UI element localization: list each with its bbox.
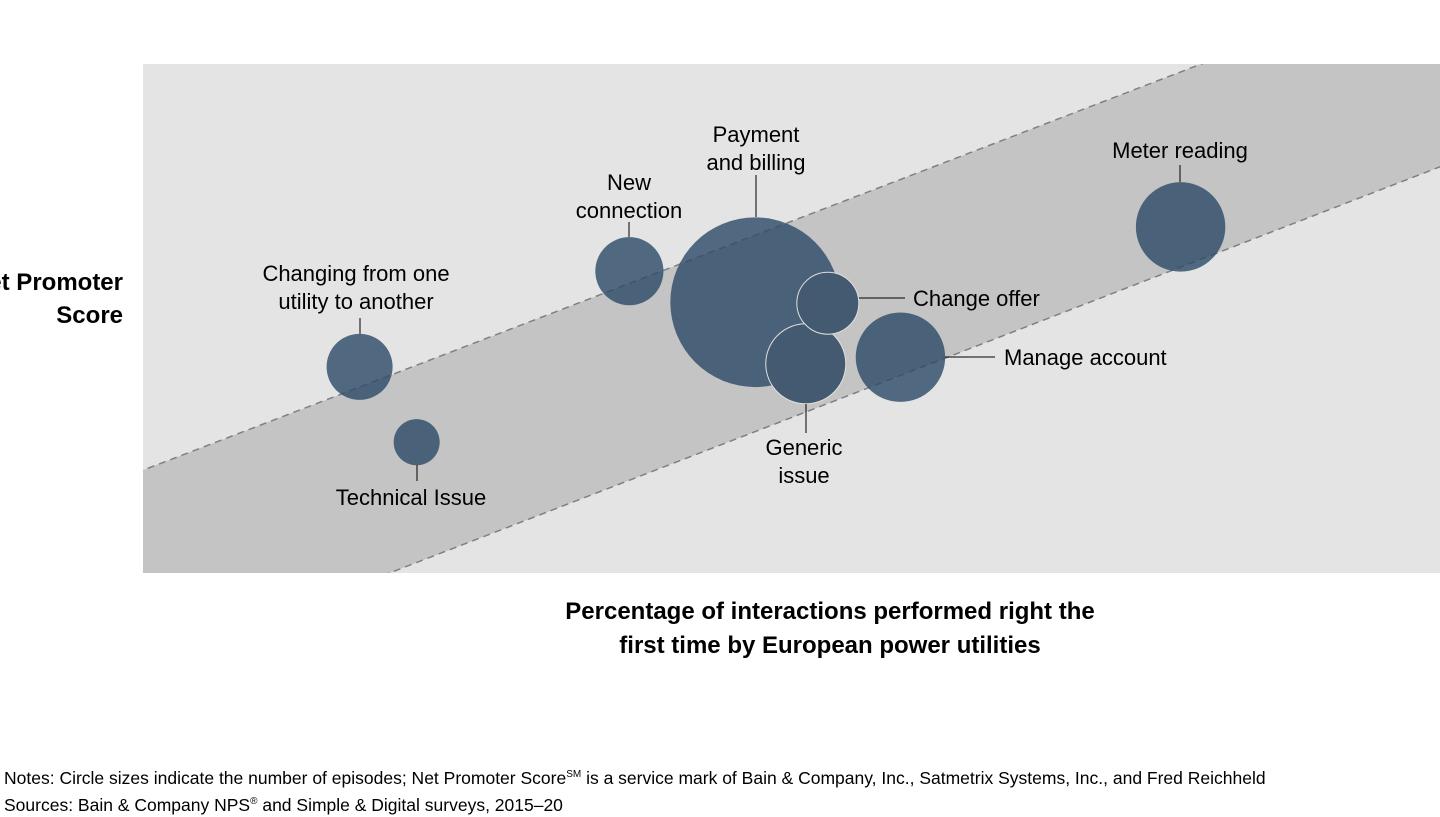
band-lower-line xyxy=(387,166,1440,573)
bubble-label-line: Manage account xyxy=(1004,345,1167,370)
bubble xyxy=(796,271,860,335)
band-upper-line xyxy=(143,64,1204,471)
bubble xyxy=(326,333,393,400)
bubble-label: Payment and billing xyxy=(706,122,805,175)
bubble-label-line: utility to another xyxy=(278,289,433,314)
bubble-label-line: Technical Issue xyxy=(336,485,486,510)
bubble-label-line: New xyxy=(607,170,651,195)
y-axis-label: Net Promoter Score xyxy=(0,269,123,329)
notes-line: Notes: Circle sizes indicate the number … xyxy=(4,767,1266,788)
bubble xyxy=(765,323,847,405)
footnotes: Notes: Circle sizes indicate the number … xyxy=(4,763,1266,817)
bubble-label: Generic issue xyxy=(765,435,842,488)
bubble-label: Changing from one utility to another xyxy=(262,261,449,314)
bubble-label: Manage account xyxy=(1004,345,1167,370)
bubble-label-line: Payment xyxy=(713,122,800,147)
bubble-label: Change offer xyxy=(913,286,1040,311)
sources-line: Sources: Bain & Company NPS® and Simple … xyxy=(4,794,563,815)
bubble xyxy=(855,312,946,402)
bubble-label-line: connection xyxy=(576,198,682,223)
bubble xyxy=(1135,182,1226,272)
bubble xyxy=(393,419,440,466)
bubble-label-line: Generic xyxy=(765,435,842,460)
bubble-label-line: Changing from one xyxy=(262,261,449,286)
bubble-label-line: Meter reading xyxy=(1112,138,1248,163)
bubble-label: Meter reading xyxy=(1112,138,1248,163)
x-axis-label: Percentage of interactions performed rig… xyxy=(565,598,1095,659)
bubble-label-line: and billing xyxy=(706,150,805,175)
bubble-label-line: Change offer xyxy=(913,286,1040,311)
bubble xyxy=(595,237,664,306)
bubble-label: New connection xyxy=(576,170,682,223)
bubble-label: Technical Issue xyxy=(336,485,486,510)
bubble-label-line: issue xyxy=(778,463,829,488)
